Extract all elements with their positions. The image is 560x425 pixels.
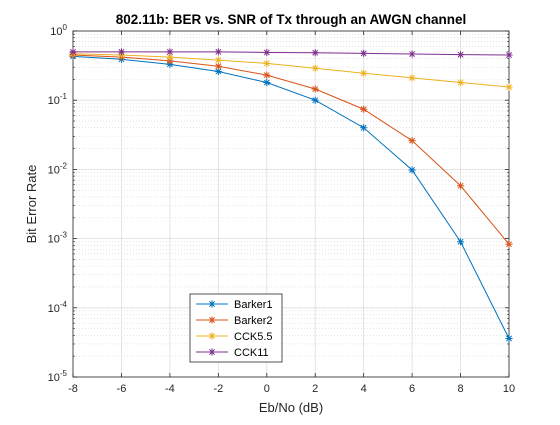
data-point-barker1 <box>408 166 416 174</box>
series-line-cck11 <box>73 51 510 56</box>
data-point-cck5-5 <box>263 59 271 68</box>
data-point-cck11 <box>505 51 513 59</box>
plot-area <box>73 31 509 377</box>
x-tick-label: 4 <box>361 383 367 395</box>
x-tick-label: -2 <box>213 383 223 395</box>
legend-item-cck5-5: CCK5.5 <box>196 331 273 343</box>
data-point-barker1 <box>360 124 368 132</box>
legend: Barker1 Barker2 CCK5.5 CCK11 <box>189 293 283 363</box>
data-point-barker2 <box>505 240 513 248</box>
data-point-cck5-5 <box>408 74 416 82</box>
x-axis-label: Eb/No (dB) <box>259 400 323 415</box>
chart-title: 802.11b: BER vs. SNR of Tx through an AW… <box>116 12 467 27</box>
data-point-cck5-5 <box>214 56 222 64</box>
data-point-barker2 <box>408 137 416 145</box>
legend-label: CCK11 <box>234 347 269 359</box>
data-point-cck11 <box>263 48 271 57</box>
x-tick-label: -4 <box>165 383 175 395</box>
data-point-barker1 <box>263 78 271 87</box>
data-point-cck11 <box>408 50 416 58</box>
data-point-cck11 <box>456 51 465 59</box>
data-point-cck5-5 <box>505 83 513 91</box>
y-tick-label: 10-2 <box>48 161 68 176</box>
legend-marker <box>208 316 216 324</box>
series-barker2 <box>69 51 513 248</box>
data-point-barker2 <box>360 105 368 113</box>
series-cck5-5 <box>69 50 513 91</box>
legend-item-barker1: Barker1 <box>196 299 273 311</box>
data-point-barker2 <box>214 62 222 70</box>
y-tick-label: 10-4 <box>48 300 68 315</box>
series-group <box>69 48 513 343</box>
data-point-cck5-5 <box>360 69 368 77</box>
y-axis-label: Bit Error Rate <box>24 165 39 244</box>
data-point-cck5-5 <box>311 64 319 72</box>
data-point-barker1 <box>456 238 465 246</box>
data-point-barker2 <box>456 182 465 190</box>
legend-box <box>189 293 283 363</box>
legend-label: Barker2 <box>234 315 273 327</box>
y-tick-label: 100 <box>50 23 67 38</box>
legend-marker <box>208 300 216 308</box>
data-point-barker1 <box>505 334 513 343</box>
data-point-cck5-5 <box>166 53 174 61</box>
data-point-barker2 <box>263 71 271 79</box>
legend-item-barker2: Barker2 <box>196 315 273 327</box>
y-tick-label: 10-5 <box>48 369 68 384</box>
data-point-cck5-5 <box>456 78 465 87</box>
legend-label: Barker1 <box>234 299 273 311</box>
legend-label: CCK5.5 <box>234 331 273 343</box>
x-tick-label: 0 <box>264 383 270 395</box>
series-line-barker1 <box>72 55 510 339</box>
axes-box <box>72 30 510 378</box>
legend-marker <box>208 332 216 340</box>
series-cck11 <box>69 48 513 59</box>
data-point-barker1 <box>311 96 319 104</box>
series-line-cck5-5 <box>72 53 510 88</box>
x-tick-label: 10 <box>503 383 515 395</box>
x-tick-label: -8 <box>68 383 78 395</box>
data-point-cck11 <box>166 48 174 56</box>
legend-item-cck11: CCK11 <box>196 347 269 359</box>
axes <box>72 30 510 378</box>
data-point-cck11 <box>117 48 126 56</box>
data-point-cck11 <box>311 49 319 57</box>
x-tick-label: 6 <box>409 383 415 395</box>
data-point-cck11 <box>69 48 77 56</box>
x-tick-label: 8 <box>457 383 463 395</box>
tick-labels: -8 -6 -4 -2 0 2 4 6 8 10 10-5 10-4 10-3 10-2 10-1 100 <box>48 23 516 395</box>
data-point-cck11 <box>214 48 222 56</box>
x-tick-label: 2 <box>312 383 318 395</box>
data-point-cck11 <box>360 49 368 57</box>
y-tick-label: 10-1 <box>48 92 68 107</box>
x-tick-label: -6 <box>117 383 127 395</box>
data-point-barker2 <box>311 85 319 93</box>
series-line-barker2 <box>72 54 510 245</box>
y-tick-label: 10-3 <box>48 231 68 246</box>
legend-marker <box>208 348 216 356</box>
